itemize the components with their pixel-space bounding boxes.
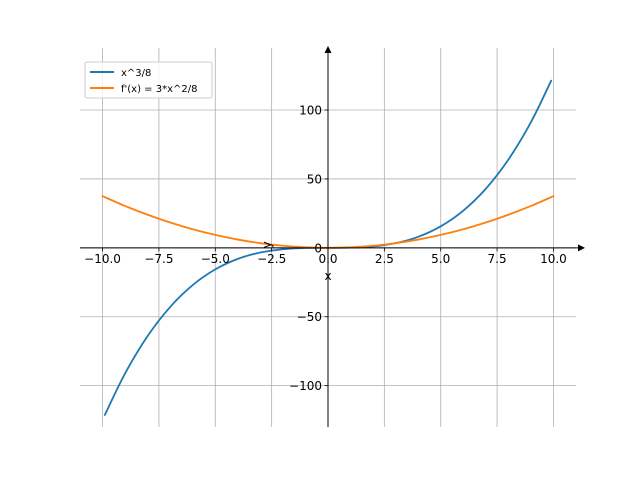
x-axis-arrow <box>578 244 585 252</box>
y-tick-label: −50 <box>297 310 322 324</box>
axes <box>80 46 585 427</box>
y-tick-label: −100 <box>289 379 322 393</box>
y-tick-label: 0 <box>314 241 322 255</box>
x-tick-label: 10.0 <box>540 252 567 266</box>
legend: x^3/8 f'(x) = 3*x^2/8 <box>84 61 213 99</box>
x-tick-label: −7.5 <box>144 252 173 266</box>
x-tick-label: −10.0 <box>84 252 121 266</box>
x-tick-label: 2.5 <box>375 252 394 266</box>
ticks: −10.0 −7.5 −5.0 −2.5 0.0 2.5 5.0 7.5 10.0 −100 −50… <box>84 104 567 394</box>
y-tick-label: 50 <box>307 172 322 186</box>
x-tick-label: 7.5 <box>488 252 507 266</box>
x-tick-label: −5.0 <box>201 252 230 266</box>
legend-label-x-cubed: x^3/8 <box>121 68 151 79</box>
x-tick-label: 5.0 <box>431 252 450 266</box>
x-tick-label: 0.0 <box>318 252 337 266</box>
x-tick-label: −2.5 <box>257 252 286 266</box>
legend-box <box>84 61 213 99</box>
legend-label-derivative: f'(x) = 3*x^2/8 <box>121 84 197 95</box>
x-axis-label: x <box>324 269 331 283</box>
y-tick-label: 100 <box>299 104 322 118</box>
y-axis-arrow <box>324 46 332 53</box>
y-axis-label: y <box>260 241 274 248</box>
